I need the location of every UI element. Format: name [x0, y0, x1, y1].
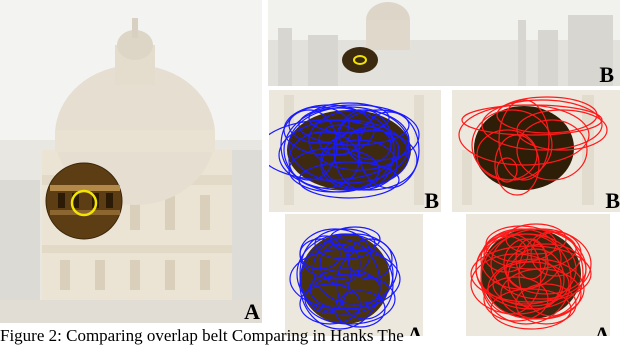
panel-top-wide: B — [268, 0, 620, 86]
panel-mid-red: B — [452, 90, 620, 212]
panel-mid-blue: B — [269, 90, 441, 212]
highlight-ring — [70, 189, 98, 217]
blue-overlap-photo-a — [285, 214, 423, 336]
blue-ellipses — [269, 102, 420, 199]
blue-ellipses — [289, 226, 401, 330]
panel-bottom-red: A — [466, 214, 610, 336]
panel-label: A — [407, 322, 423, 337]
blue-overlap-photo — [269, 90, 441, 212]
panel-label: B — [424, 188, 439, 212]
red-overlap-photo — [452, 90, 620, 212]
skyline-photo — [268, 0, 620, 86]
panel-label: B — [599, 62, 614, 86]
red-overlap-photo-a — [466, 214, 610, 336]
panel-label: A — [244, 299, 260, 323]
panel-bottom-blue: A — [285, 214, 423, 336]
highlight-ring — [353, 55, 367, 65]
panel-left-large: A — [0, 0, 262, 323]
radcliffe-camera-photo — [0, 0, 262, 323]
red-ellipses — [470, 223, 592, 330]
panel-label: B — [605, 188, 620, 212]
panel-label: A — [594, 322, 610, 337]
figure-caption: Figure 2: Comparing overlap belt Compari… — [0, 326, 404, 345]
red-ellipses — [458, 96, 608, 196]
